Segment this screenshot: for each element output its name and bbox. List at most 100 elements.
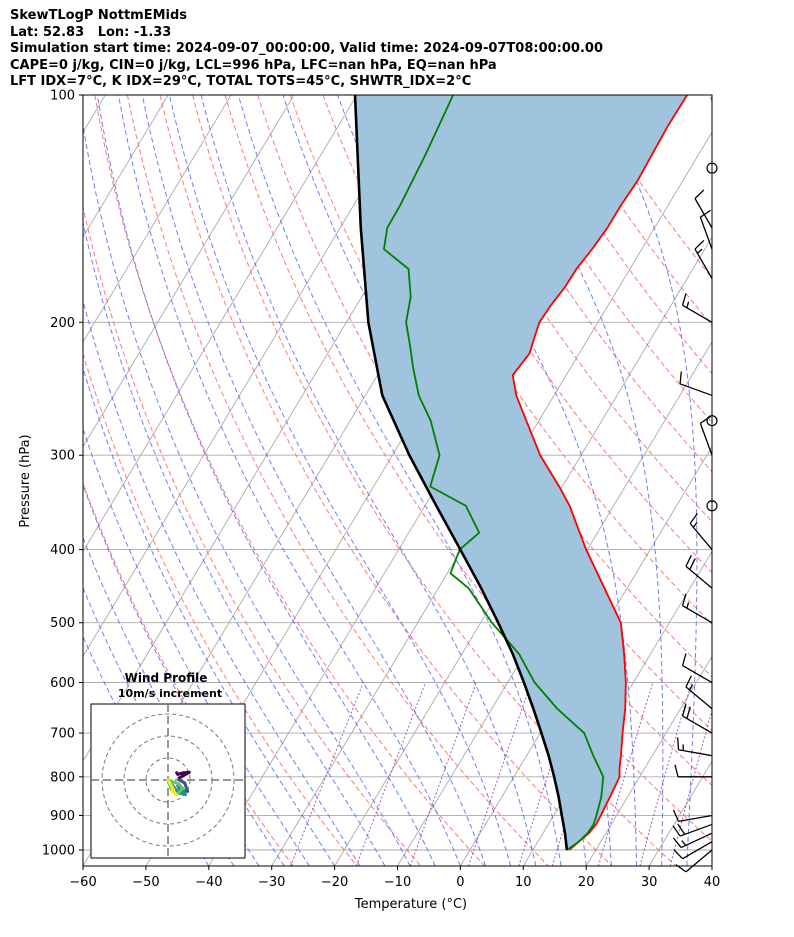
wind-barb	[699, 415, 713, 456]
barb-shaft	[679, 383, 713, 397]
x-tick-label: 20	[578, 875, 595, 890]
wind-barb	[679, 371, 713, 397]
barb-shaft	[699, 423, 713, 456]
dry-adiabat	[159, 95, 613, 866]
barb-shaft	[678, 814, 713, 822]
barb-shaft	[694, 248, 713, 279]
wind-barb	[681, 703, 713, 734]
isotherm-line	[83, 95, 169, 238]
isotherm-line	[83, 95, 358, 553]
x-tick-label: 30	[641, 875, 658, 890]
barb-shaft	[685, 686, 713, 710]
barb-flag	[685, 554, 692, 567]
barb-flag	[694, 239, 705, 250]
dry-adiabat	[354, 95, 712, 625]
x-tick-label: −30	[258, 875, 285, 890]
wind-barbs	[672, 162, 718, 873]
dry-adiabat	[387, 95, 712, 574]
moist-adiabat	[83, 122, 411, 866]
moist-adiabat	[96, 95, 436, 866]
barb-shaft	[699, 216, 713, 250]
x-tick-label: 40	[704, 875, 721, 890]
moist-adiabat	[83, 220, 386, 866]
cape-line: CAPE=0 j/kg, CIN=0 j/kg, LCL=996 hPa, LF…	[10, 57, 497, 73]
wind-barb	[685, 675, 713, 710]
barb-flag	[677, 823, 686, 835]
wind-barb	[674, 764, 712, 778]
hodograph-trace	[177, 770, 191, 780]
mixing-ratio-line	[551, 682, 611, 866]
hodograph-subtitle: 10m/s increment	[118, 687, 222, 700]
dry-adiabat	[192, 95, 677, 866]
wind-barb	[672, 809, 713, 822]
wind-barb	[706, 162, 718, 174]
wind-barb	[672, 832, 713, 849]
indices-line: LFT IDX=7°C, K IDX=29°C, TOTAL TOTS=45°C…	[10, 74, 472, 89]
x-tick-label: 0	[456, 875, 464, 890]
time-line: Simulation start time: 2024-09-07_00:00:…	[10, 41, 603, 56]
hodograph-plot	[91, 704, 245, 858]
wind-barb	[672, 823, 713, 837]
barb-shaft	[679, 823, 713, 837]
y-tick-label: 600	[50, 676, 75, 691]
barb-flag	[694, 189, 705, 199]
hodograph-title: Wind Profile	[125, 671, 208, 685]
barb-flag	[681, 703, 687, 717]
barb-flag	[673, 849, 684, 860]
wind-barb	[694, 239, 713, 279]
wind-barb	[706, 500, 718, 512]
isotherm-line	[648, 760, 712, 866]
y-tick-label: 200	[50, 316, 75, 331]
barb-shaft	[678, 749, 713, 757]
temperature-line	[511, 95, 688, 851]
barb-flag	[700, 209, 711, 218]
x-tick-label: −60	[69, 875, 96, 890]
barb-flag	[681, 593, 687, 606]
moist-adiabat	[117, 95, 461, 866]
y-tick-label: 800	[50, 770, 75, 785]
barb-flag	[681, 653, 687, 666]
axes-layer: −60 −50 −40 −30 −20 −10 0 10 20 30 40 100 200 300 400 5…	[42, 89, 720, 891]
wind-barb	[689, 513, 713, 550]
barb-shaft	[685, 849, 713, 873]
x-axis-label: Temperature (°C)	[354, 897, 467, 912]
isotherm-line	[585, 655, 712, 866]
mixing-ratio-line	[290, 682, 364, 866]
cin-shading	[355, 95, 688, 850]
y-tick-label: 100	[50, 89, 75, 104]
dry-adiabat	[550, 95, 712, 327]
y-tick-label: 900	[50, 809, 75, 824]
moist-adiabat	[709, 95, 712, 866]
barb-flag	[672, 825, 681, 837]
wind-barb	[681, 593, 713, 624]
x-tick-label: 10	[515, 875, 532, 890]
hodograph-ring	[101, 713, 235, 847]
barb-flag	[679, 371, 682, 384]
y-tick-label: 400	[50, 543, 75, 558]
barb-half-flag	[689, 684, 694, 691]
wind-barb	[706, 415, 718, 427]
moist-adiabat	[83, 586, 235, 866]
barb-shaft	[682, 304, 713, 323]
mixing-ratio-line	[409, 682, 477, 866]
y-tick-label: 700	[50, 727, 75, 742]
moist-adiabat	[200, 95, 537, 866]
wind-barb	[676, 737, 713, 757]
x-tick-label: −40	[195, 875, 222, 890]
barb-shaft	[682, 841, 713, 860]
barb-half-flag	[686, 301, 690, 308]
y-tick-label: 1000	[42, 844, 75, 859]
barb-half-flag	[686, 602, 690, 609]
barb-flag	[700, 415, 711, 424]
barb-flag	[681, 293, 687, 306]
chart-header: SkewTLogP NottmEMids Lat: 52.83 Lon: -1.…	[10, 8, 603, 91]
hodograph: Wind Profile 10m/s increment	[90, 671, 246, 859]
location-line: Lat: 52.83 Lon: -1.33	[10, 24, 172, 40]
y-tick-label: 500	[50, 616, 75, 631]
x-tick-label: −10	[384, 875, 411, 890]
isotherm-line	[83, 95, 232, 343]
dry-adiabat	[83, 352, 358, 866]
chart-title: SkewTLogP NottmEMids	[10, 8, 188, 23]
mixing-ratio-line	[468, 682, 532, 866]
barb-flag	[689, 558, 696, 570]
